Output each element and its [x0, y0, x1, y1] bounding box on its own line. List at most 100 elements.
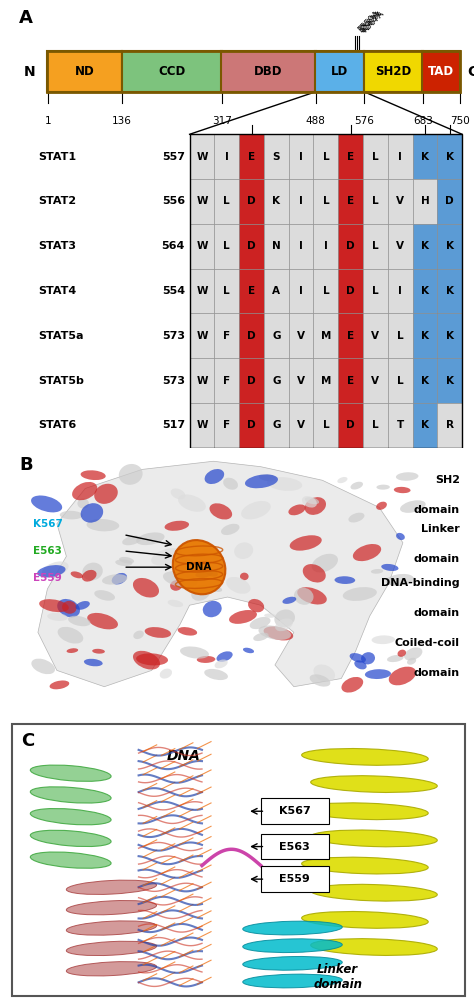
Ellipse shape — [301, 803, 428, 820]
Point — [459, 129, 465, 141]
Text: W: W — [196, 241, 208, 252]
Ellipse shape — [392, 575, 416, 584]
Ellipse shape — [210, 585, 222, 592]
Ellipse shape — [388, 581, 400, 585]
Bar — [338, 269, 363, 314]
Ellipse shape — [259, 474, 276, 481]
Ellipse shape — [133, 651, 160, 670]
Text: N: N — [24, 64, 36, 78]
Text: V: V — [396, 196, 404, 206]
Text: K: K — [446, 286, 454, 296]
Text: STAT2: STAT2 — [38, 196, 76, 206]
Text: L: L — [372, 196, 379, 206]
Bar — [264, 269, 289, 314]
Text: DNA: DNA — [167, 748, 201, 763]
Text: K: K — [446, 375, 454, 385]
Text: STAT3: STAT3 — [38, 241, 76, 252]
Bar — [438, 224, 462, 269]
Text: DNA-binding: DNA-binding — [381, 578, 460, 589]
Ellipse shape — [312, 553, 338, 572]
Ellipse shape — [180, 647, 209, 659]
Ellipse shape — [394, 487, 410, 493]
Bar — [388, 179, 412, 224]
Bar — [363, 179, 388, 224]
Ellipse shape — [71, 571, 83, 578]
Ellipse shape — [240, 572, 249, 580]
Bar — [363, 135, 388, 179]
Bar — [239, 179, 264, 224]
Point — [361, 86, 367, 98]
Bar — [289, 358, 313, 402]
Ellipse shape — [303, 564, 326, 582]
Ellipse shape — [30, 809, 111, 825]
Bar — [190, 135, 462, 448]
Bar — [214, 135, 239, 179]
Text: S: S — [273, 152, 280, 162]
Text: DBD: DBD — [254, 65, 283, 78]
Ellipse shape — [171, 489, 185, 499]
Text: STAT4: STAT4 — [38, 286, 76, 296]
Text: H: H — [420, 196, 429, 206]
Bar — [190, 314, 214, 358]
Ellipse shape — [310, 830, 438, 847]
Ellipse shape — [136, 653, 168, 665]
Ellipse shape — [66, 920, 156, 936]
Bar — [363, 314, 388, 358]
Bar — [190, 269, 214, 314]
Ellipse shape — [354, 660, 366, 669]
Text: M: M — [321, 375, 331, 385]
Text: 573: 573 — [162, 375, 185, 385]
Text: D: D — [247, 331, 256, 341]
Bar — [47, 51, 122, 92]
Ellipse shape — [310, 776, 438, 793]
Bar — [363, 358, 388, 402]
Ellipse shape — [376, 485, 390, 490]
Text: A: A — [273, 286, 280, 296]
Bar — [338, 314, 363, 358]
Bar — [214, 358, 239, 402]
Text: K: K — [446, 241, 454, 252]
Text: CCD: CCD — [158, 65, 185, 78]
Ellipse shape — [133, 578, 159, 598]
Ellipse shape — [290, 535, 322, 550]
Ellipse shape — [297, 588, 327, 605]
Text: V: V — [297, 331, 305, 341]
Point — [187, 129, 192, 141]
Ellipse shape — [81, 470, 106, 480]
Ellipse shape — [57, 599, 80, 618]
Ellipse shape — [294, 588, 313, 605]
Text: D: D — [247, 241, 256, 252]
Text: 683: 683 — [413, 117, 433, 127]
Ellipse shape — [30, 787, 111, 803]
Text: D: D — [247, 421, 256, 431]
Ellipse shape — [39, 600, 69, 612]
Ellipse shape — [226, 576, 250, 594]
Bar — [264, 403, 289, 448]
Ellipse shape — [173, 540, 225, 595]
Text: Linker
domain: Linker domain — [313, 964, 362, 991]
Bar — [364, 51, 423, 92]
Ellipse shape — [371, 569, 383, 573]
Text: K: K — [421, 375, 429, 385]
Text: SH2: SH2 — [435, 475, 460, 485]
Text: K: K — [446, 152, 454, 162]
Text: K: K — [273, 196, 280, 206]
Bar — [363, 224, 388, 269]
Ellipse shape — [215, 660, 228, 668]
Line: 2 pts: 2 pts — [364, 92, 462, 135]
Text: domain: domain — [414, 668, 460, 678]
Bar — [412, 358, 438, 402]
Text: M: M — [321, 331, 331, 341]
Bar — [438, 269, 462, 314]
Bar — [388, 135, 412, 179]
Ellipse shape — [133, 631, 144, 639]
Ellipse shape — [274, 610, 295, 628]
Bar — [338, 224, 363, 269]
Line: 2 pts: 2 pts — [190, 92, 316, 135]
Point — [313, 86, 319, 98]
Ellipse shape — [203, 601, 222, 618]
Text: E: E — [248, 286, 255, 296]
Text: T: T — [397, 421, 404, 431]
Ellipse shape — [361, 652, 375, 664]
Ellipse shape — [136, 532, 164, 545]
